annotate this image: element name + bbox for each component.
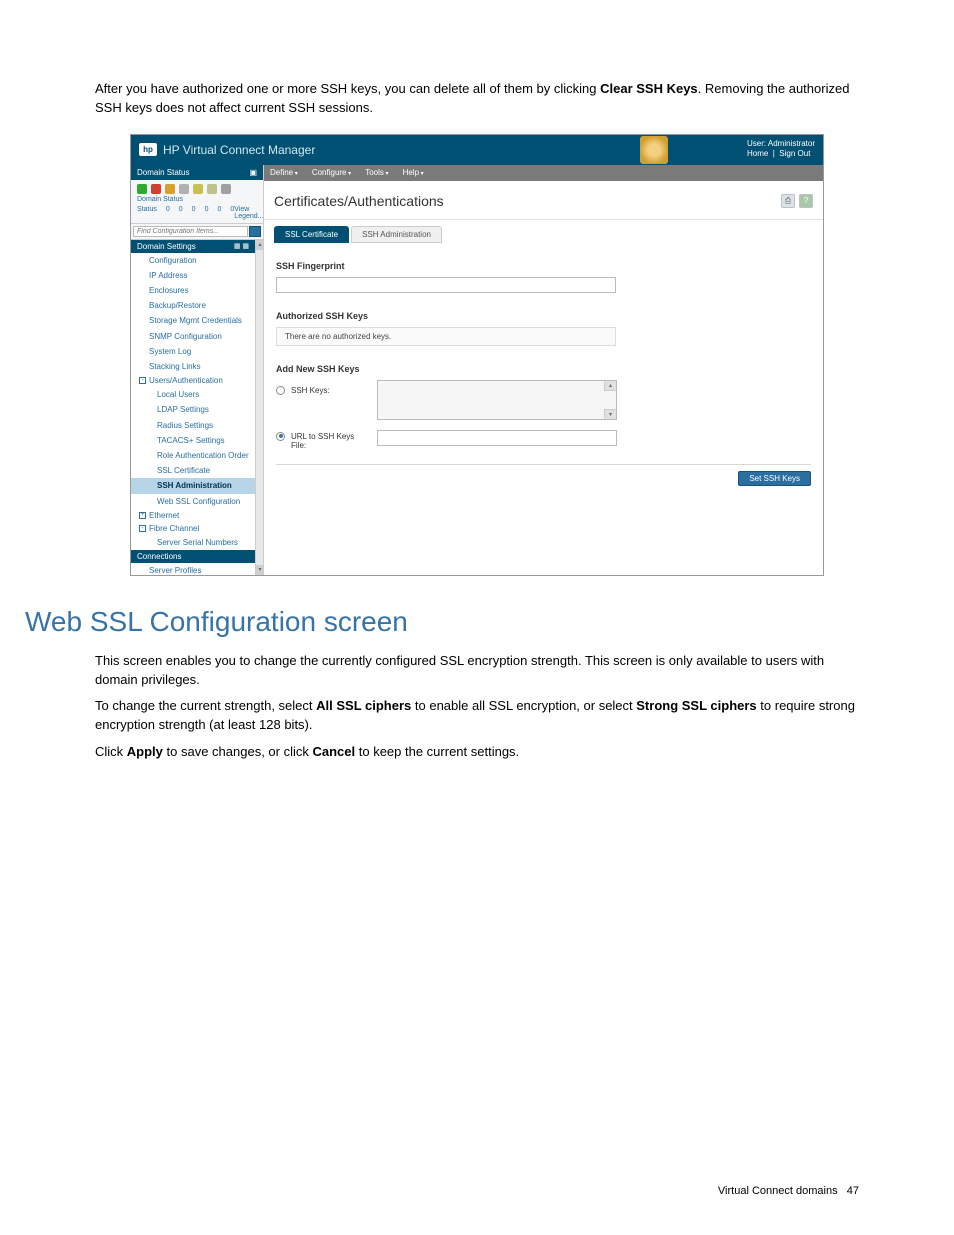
tree-item[interactable]: TACACS+ Settings <box>131 433 255 448</box>
expand-box-icon[interactable]: + <box>139 512 146 519</box>
section2-p2: To change the current strength, select A… <box>95 697 859 735</box>
tree-item[interactable]: System Log <box>131 344 255 359</box>
sidebar-scrollbar[interactable]: ▴ ▾ <box>255 240 263 575</box>
status-icon <box>207 184 217 194</box>
section2-p3: Click Apply to save changes, or click Ca… <box>95 743 859 762</box>
users-auth-group[interactable]: - Users/Authentication <box>131 374 255 387</box>
status-icon <box>137 184 147 194</box>
status-icon <box>165 184 175 194</box>
status-icon <box>179 184 189 194</box>
url-radio-label: URL to SSH KeysFile: <box>291 426 371 450</box>
help-icon[interactable]: ? <box>799 194 813 208</box>
tree-item[interactable]: IP Address <box>131 268 255 283</box>
app-header: hp HP Virtual Connect Manager User: Admi… <box>131 135 823 165</box>
menu-item[interactable]: Help <box>403 168 424 177</box>
tree-item[interactable]: LDAP Settings <box>131 402 255 417</box>
tab[interactable]: SSL Certificate <box>274 226 349 243</box>
tree-item[interactable]: Enclosures <box>131 283 255 298</box>
menu-item[interactable]: Configure <box>312 168 351 177</box>
set-ssh-keys-button[interactable]: Set SSH Keys <box>738 471 811 486</box>
tree-item[interactable]: SSL Certificate <box>131 463 255 478</box>
tree-item[interactable]: SNMP Configuration <box>131 329 255 344</box>
no-keys-message: There are no authorized keys. <box>276 327 616 346</box>
home-link[interactable]: Home <box>747 149 768 158</box>
connections-header: Connections <box>131 550 255 563</box>
sidebar: Domain Status ▣ Domain Status Status0000… <box>131 165 264 575</box>
tree-item[interactable]: SSH Administration <box>131 478 255 493</box>
collapse-icon[interactable]: ▣ <box>249 168 257 177</box>
section2-p1: This screen enables you to change the cu… <box>95 652 859 690</box>
intro-paragraph: After you have authorized one or more SS… <box>95 80 859 118</box>
textarea-scroll-up-icon[interactable]: ▴ <box>604 381 616 391</box>
menu-item[interactable]: Tools <box>365 168 388 177</box>
scroll-down-icon[interactable]: ▾ <box>256 565 263 575</box>
nav-tree: Domain Settings ▦ ▦ ConfigurationIP Addr… <box>131 240 255 575</box>
tab[interactable]: SSH Administration <box>351 226 442 243</box>
ssh-keys-radio-label: SSH Keys: <box>291 380 371 395</box>
status-icon <box>221 184 231 194</box>
domain-status-header: Domain Status ▣ <box>131 165 263 180</box>
tree-item[interactable]: Server Serial Numbers <box>131 535 255 550</box>
header-user-block: User: Administrator Home | Sign Out <box>747 139 815 160</box>
find-input[interactable] <box>133 226 248 237</box>
hp-logo-icon: hp <box>139 143 157 156</box>
alert-icon <box>640 136 668 164</box>
tree-item[interactable]: Radius Settings <box>131 418 255 433</box>
signout-link[interactable]: Sign Out <box>779 149 810 158</box>
print-icon[interactable]: ⎙ <box>781 194 795 208</box>
domain-settings-header: Domain Settings ▦ ▦ <box>131 240 255 253</box>
tree-item[interactable]: Local Users <box>131 387 255 402</box>
fibre-group[interactable]: - Fibre Channel <box>131 522 255 535</box>
tree-item[interactable]: Configuration <box>131 253 255 268</box>
tree-item[interactable]: Storage Mgmt Credentials <box>131 313 255 328</box>
ethernet-group[interactable]: + Ethernet <box>131 509 255 522</box>
main-panel: Define Configure Tools Help Certificates/Au… <box>264 165 823 575</box>
collapse-box-icon[interactable]: - <box>139 377 146 384</box>
menu-item[interactable]: Define <box>270 168 298 177</box>
find-button[interactable] <box>249 226 261 237</box>
url-input[interactable] <box>377 430 617 446</box>
status-icon <box>151 184 161 194</box>
tab-row: SSL CertificateSSH Administration <box>264 220 823 243</box>
add-new-keys-label: Add New SSH Keys <box>276 364 811 374</box>
tree-item[interactable]: Stacking Links <box>131 359 255 374</box>
textarea-scroll-down-icon[interactable]: ▾ <box>604 409 616 419</box>
page-footer: Virtual Connect domains 47 <box>718 1185 859 1197</box>
app-title: HP Virtual Connect Manager <box>163 143 315 157</box>
tree-item[interactable]: Web SSL Configuration <box>131 494 255 509</box>
section-heading: Web SSL Configuration screen <box>25 606 859 638</box>
ssh-keys-textarea[interactable]: ▴ ▾ <box>377 380 617 420</box>
tree-item[interactable]: Role Authentication Order <box>131 448 255 463</box>
ssh-keys-radio[interactable] <box>276 386 285 395</box>
tree-item[interactable]: Server Profiles <box>131 563 255 575</box>
page-title: Certificates/Authentications <box>274 193 444 209</box>
status-icon-row <box>131 180 263 196</box>
tree-item[interactable]: Backup/Restore <box>131 298 255 313</box>
scroll-up-icon[interactable]: ▴ <box>256 240 263 250</box>
status-icon <box>193 184 203 194</box>
view-legend-link[interactable]: View Legend... <box>234 206 263 220</box>
ssh-fingerprint-input[interactable] <box>276 277 616 293</box>
ssh-fingerprint-label: SSH Fingerprint <box>276 261 811 271</box>
menubar: Define Configure Tools Help <box>264 165 823 181</box>
authorized-keys-label: Authorized SSH Keys <box>276 311 811 321</box>
url-radio[interactable] <box>276 432 285 441</box>
app-screenshot: hp HP Virtual Connect Manager User: Admi… <box>130 134 824 576</box>
collapse-box-icon[interactable]: - <box>139 525 146 532</box>
